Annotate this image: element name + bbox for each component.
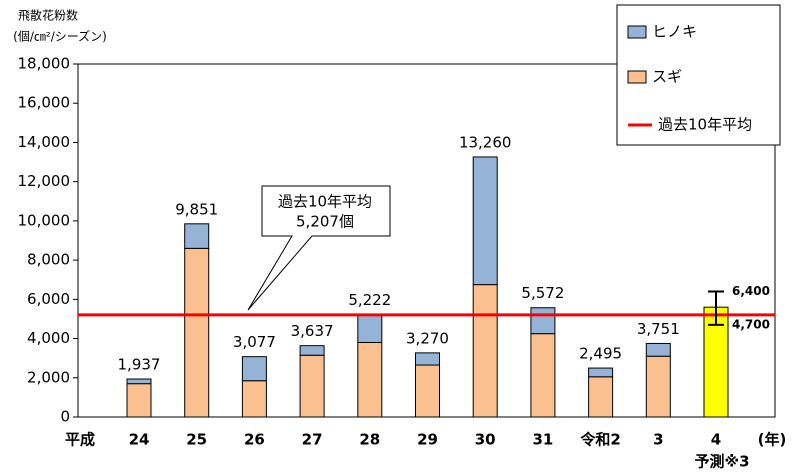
total-label: 3,637 (291, 322, 334, 340)
x-tick-label: 24 (129, 431, 150, 449)
y-tick-label: 6,000 (27, 290, 70, 308)
x-tick-label: 令和2 (580, 431, 620, 449)
total-label: 5,222 (348, 291, 391, 309)
bar-segment (241, 356, 267, 382)
y-tick-label: 8,000 (27, 251, 70, 269)
total-label: 9,851 (175, 200, 218, 218)
bar-segment (415, 364, 440, 418)
x-tick-label: 30 (475, 431, 496, 449)
bar-segment (415, 352, 440, 366)
annotation-text: 5,207個 (296, 213, 354, 231)
total-label: 3,270 (406, 329, 449, 347)
x-tick-label: 3 (653, 431, 663, 449)
bar-segment (588, 367, 614, 378)
annotation: 過去10年平均 5,207個 (247, 185, 391, 311)
bar-segment (472, 284, 498, 418)
bar-segment (241, 380, 267, 418)
legend-label: スギ (652, 68, 682, 86)
legend-label: ヒノキ (652, 23, 697, 41)
annotation-text: 過去10年平均 (278, 193, 372, 211)
bar-segment (530, 307, 556, 335)
legend-swatch (627, 25, 647, 39)
x-tick-label: 28 (359, 431, 380, 449)
x-prefix: 平成 (65, 431, 95, 449)
total-label: 2,495 (579, 345, 622, 363)
bar-segment (357, 314, 383, 343)
y-label: (個/㎝²/シーズン) (13, 29, 107, 44)
x-tick-label: 4 (711, 431, 721, 449)
y-tick-label: 16,000 (18, 94, 71, 112)
x-tick-label: 27 (302, 431, 323, 449)
bar-segment (645, 342, 671, 357)
y-tick-label: 10,000 (18, 211, 71, 229)
x-tick-label: 31 (532, 431, 553, 449)
bar-segment (588, 376, 614, 418)
bar-segment (184, 247, 210, 418)
total-label: 3,751 (637, 320, 680, 338)
legend-swatch (627, 70, 647, 84)
x-suffix: (年) (758, 431, 787, 449)
bar-segment (126, 383, 152, 418)
forecast-note: 予測※3 (694, 453, 749, 471)
bar-segment (299, 354, 325, 418)
y-tick-label: 12,000 (18, 172, 71, 190)
bar-segment (357, 341, 383, 418)
bar-segment (530, 333, 556, 418)
x-tick-label: 25 (186, 431, 207, 449)
bar-segment (184, 223, 210, 249)
total-label: 1,937 (118, 356, 161, 374)
bar-segment (126, 378, 152, 385)
total-label: 3,077 (233, 333, 276, 351)
total-label: 5,572 (521, 284, 564, 302)
y-tick-label: 2,000 (27, 368, 70, 386)
total-label: 13,260 (459, 133, 512, 151)
bar-segment (299, 345, 325, 356)
bar-segment (645, 355, 671, 418)
y-label: 飛散花粉数 (18, 8, 78, 23)
y-tick-label: 4,000 (27, 329, 70, 347)
error-label: 6,400 (732, 284, 770, 298)
y-tick-label: 18,000 (18, 55, 71, 73)
x-tick-label: 29 (417, 431, 438, 449)
bar-segment (472, 156, 498, 286)
callout (247, 185, 391, 311)
y-tick-label: 0 (60, 408, 70, 426)
error-label: 4,700 (732, 317, 770, 331)
y-tick-label: 14,000 (18, 133, 71, 151)
x-tick-label: 26 (244, 431, 265, 449)
legend-label: 過去10年平均 (658, 116, 752, 134)
